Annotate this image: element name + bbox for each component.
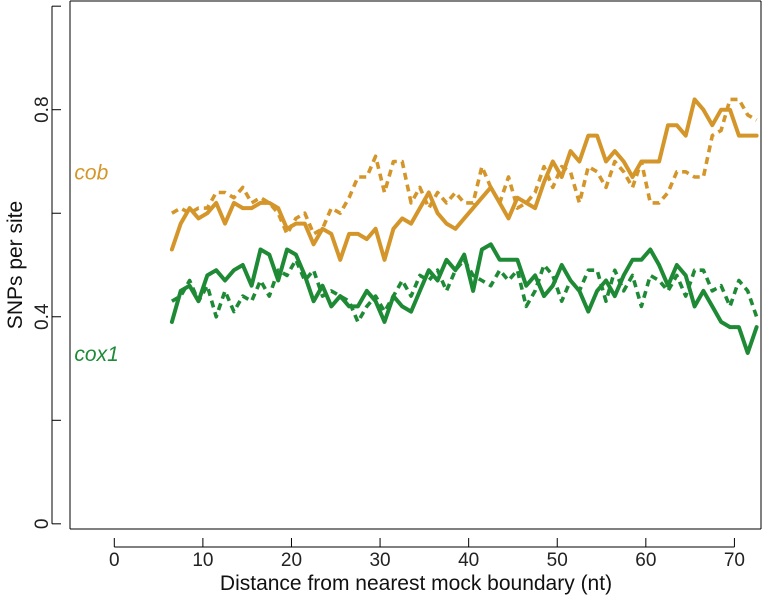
y-tick-label-0: 0: [32, 519, 53, 530]
plot-frame: [69, 0, 762, 530]
x-tick-label-70: 70: [724, 550, 745, 571]
y-tick-label-0-4: 0.4: [32, 303, 53, 330]
x-tick-label-60: 60: [635, 550, 656, 571]
y-axis: 0 0.4 0.8: [32, 5, 61, 530]
series-line-cob-solid: [169, 97, 759, 262]
x-axis-title: Distance from nearest mock boundary (nt): [220, 572, 612, 595]
series-label-cox1: cox1: [74, 343, 118, 366]
x-tick-label-30: 30: [369, 550, 390, 571]
series-line-cox1-dotted: [170, 257, 759, 324]
x-tick-label-50: 50: [547, 550, 568, 571]
series-line-cox1-solid: [169, 242, 759, 355]
series-line-cob-dotted: [170, 97, 758, 236]
series-labels: cob cox1: [74, 162, 118, 366]
y-tick-label-0-8: 0.8: [32, 96, 53, 122]
x-tick-label-0: 0: [109, 550, 120, 571]
x-tick-label-40: 40: [458, 550, 479, 571]
x-tick-label-10: 10: [192, 550, 213, 571]
series-label-cob: cob: [74, 162, 108, 185]
x-axis: 0 10 20 30 40 50 60 70: [109, 538, 745, 571]
y-axis-title: SNPs per site: [4, 201, 27, 329]
x-tick-label-20: 20: [281, 550, 302, 571]
series-layer: [169, 97, 759, 355]
